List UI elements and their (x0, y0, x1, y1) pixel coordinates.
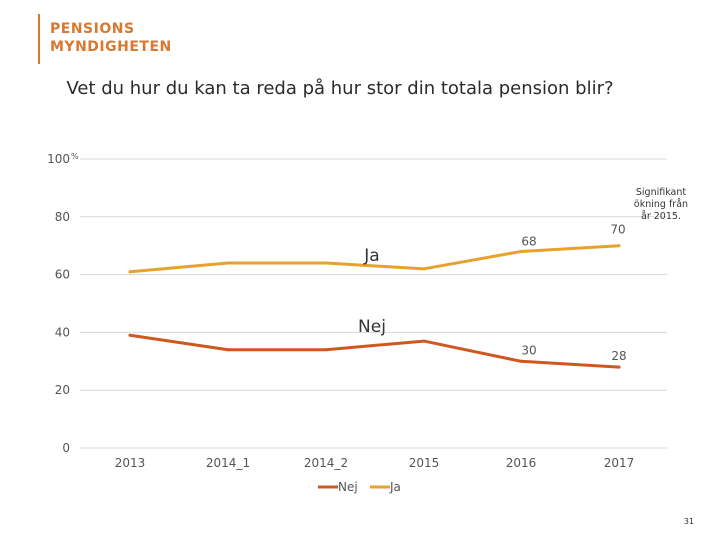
data-point-ja-2017 (617, 244, 621, 248)
x-tick-label-2016: 2016 (506, 456, 537, 470)
page-number: 31 (683, 517, 694, 526)
data-label-ja-2017: 70 (610, 223, 625, 237)
data-point-nej-2013 (128, 333, 132, 337)
data-point-ja-2014_2 (324, 261, 328, 265)
logo-bar (38, 14, 40, 64)
x-tick-label-2014_2: 2014_2 (304, 456, 348, 470)
data-point-ja-2013 (128, 270, 132, 274)
data-point-ja-2016 (519, 249, 523, 253)
logo-text-line1: PENSIONS (50, 21, 135, 37)
legend-label-nej: Nej (338, 480, 358, 494)
data-point-nej-2014_2 (324, 348, 328, 352)
data-label-nej-2016: 30 (521, 343, 536, 357)
annotation-line-1: Signifikant (636, 187, 687, 198)
y-tick-label-20: 20 (55, 383, 70, 397)
data-point-ja-2014_1 (226, 261, 230, 265)
x-tick-label-2017: 2017 (604, 456, 635, 470)
y-tick-label-80: 80 (55, 210, 70, 224)
data-point-nej-2016 (519, 359, 523, 363)
y-tick-label-40: 40 (55, 325, 70, 339)
data-label-nej-2017: 28 (611, 349, 626, 363)
data-label-ja-2016: 68 (521, 234, 536, 248)
x-tick-label-2013: 2013 (115, 456, 146, 470)
logo-text-line2: MYNDIGHETEN (50, 39, 172, 55)
data-point-ja-2015 (422, 267, 426, 271)
x-tick-label-2015: 2015 (409, 456, 440, 470)
inline-label-nej: Nej (358, 317, 386, 337)
inline-label-ja: Ja (363, 246, 379, 266)
y-tick-label-60: 60 (55, 268, 70, 282)
page-title: Vet du hur du kan ta reda på hur stor di… (66, 78, 614, 99)
data-point-nej-2015 (422, 339, 426, 343)
series-line-nej (128, 333, 621, 369)
y-unit-label: % (71, 152, 79, 161)
data-point-nej-2017 (617, 365, 621, 369)
y-tick-label-100: 100 (47, 152, 70, 166)
series-line-ja (128, 244, 621, 274)
annotation-line-3: år 2015. (641, 211, 681, 222)
annotation-line-2: ökning från (634, 199, 688, 210)
x-tick-label-2014_1: 2014_1 (206, 456, 250, 470)
legend-label-ja: Ja (389, 480, 401, 494)
y-tick-label-0: 0 (62, 441, 70, 455)
data-point-nej-2014_1 (226, 348, 230, 352)
